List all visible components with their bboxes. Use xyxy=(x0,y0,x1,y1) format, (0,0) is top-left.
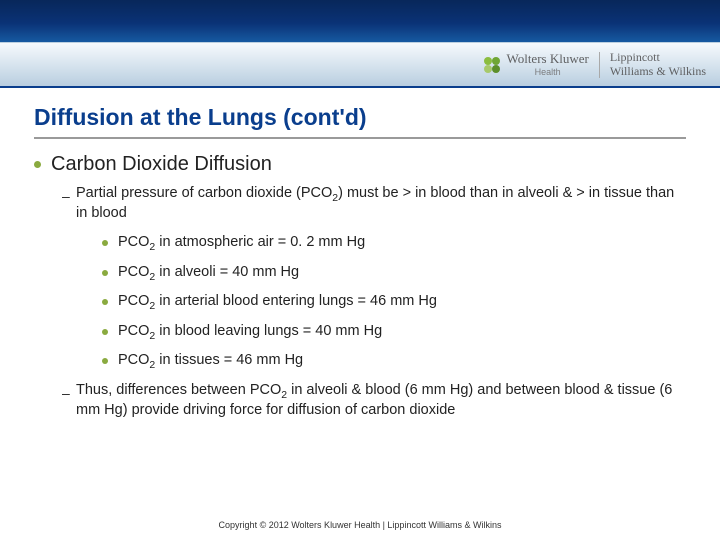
b1-b: in atmospheric air = 0. 2 mm Hg xyxy=(155,234,365,250)
page-title: Diffusion at the Lungs (cont'd) xyxy=(34,104,686,139)
brand-divider xyxy=(599,52,600,78)
copyright-footer: Copyright © 2012 Wolters Kluwer Health |… xyxy=(0,520,720,530)
bullet-3: PCO2 in arterial blood entering lungs = … xyxy=(34,292,686,312)
sub-point-1: – Partial pressure of carbon dioxide (PC… xyxy=(34,184,686,223)
header-dark-band xyxy=(0,0,720,42)
lww-logo: Lippincott Williams & Wilkins xyxy=(610,51,706,77)
sub1-part-a: Partial pressure of carbon dioxide (PCO xyxy=(76,185,332,201)
heading-row: Carbon Dioxide Diffusion xyxy=(34,153,686,176)
b3-b: in arterial blood entering lungs = 46 mm… xyxy=(155,293,437,309)
b3-a: PCO xyxy=(118,293,149,309)
b2-b: in alveoli = 40 mm Hg xyxy=(155,264,299,280)
bullet-4: PCO2 in blood leaving lungs = 40 mm Hg xyxy=(34,322,686,342)
b4-a: PCO xyxy=(118,323,149,339)
wk-clover-icon xyxy=(484,57,500,73)
b5-a: PCO xyxy=(118,352,149,368)
brand-row: Wolters Kluwer Health Lippincott William… xyxy=(484,49,706,81)
b5-b: in tissues = 46 mm Hg xyxy=(155,352,303,368)
wk-logo: Wolters Kluwer Health xyxy=(484,52,588,77)
bullet-2: PCO2 in alveoli = 40 mm Hg xyxy=(34,263,686,283)
header-brand-band: Wolters Kluwer Health Lippincott William… xyxy=(0,42,720,86)
lww-line1: Lippincott xyxy=(610,51,706,64)
bullet-5: PCO2 in tissues = 46 mm Hg xyxy=(34,351,686,371)
wk-sub: Health xyxy=(506,67,588,77)
sub-point-2: – Thus, differences between PCO2 in alve… xyxy=(34,381,686,420)
sub2-part-a: Thus, differences between PCO xyxy=(76,382,281,398)
b2-a: PCO xyxy=(118,264,149,280)
b1-a: PCO xyxy=(118,234,149,250)
heading-text: Carbon Dioxide Diffusion xyxy=(51,153,272,176)
bullet-1: PCO2 in atmospheric air = 0. 2 mm Hg xyxy=(34,233,686,253)
lww-line2: Williams & Wilkins xyxy=(610,65,706,78)
slide-content: Diffusion at the Lungs (cont'd) Carbon D… xyxy=(0,88,720,420)
bullet-icon xyxy=(34,161,41,168)
b4-b: in blood leaving lungs = 40 mm Hg xyxy=(155,323,382,339)
wk-name: Wolters Kluwer xyxy=(506,52,588,65)
